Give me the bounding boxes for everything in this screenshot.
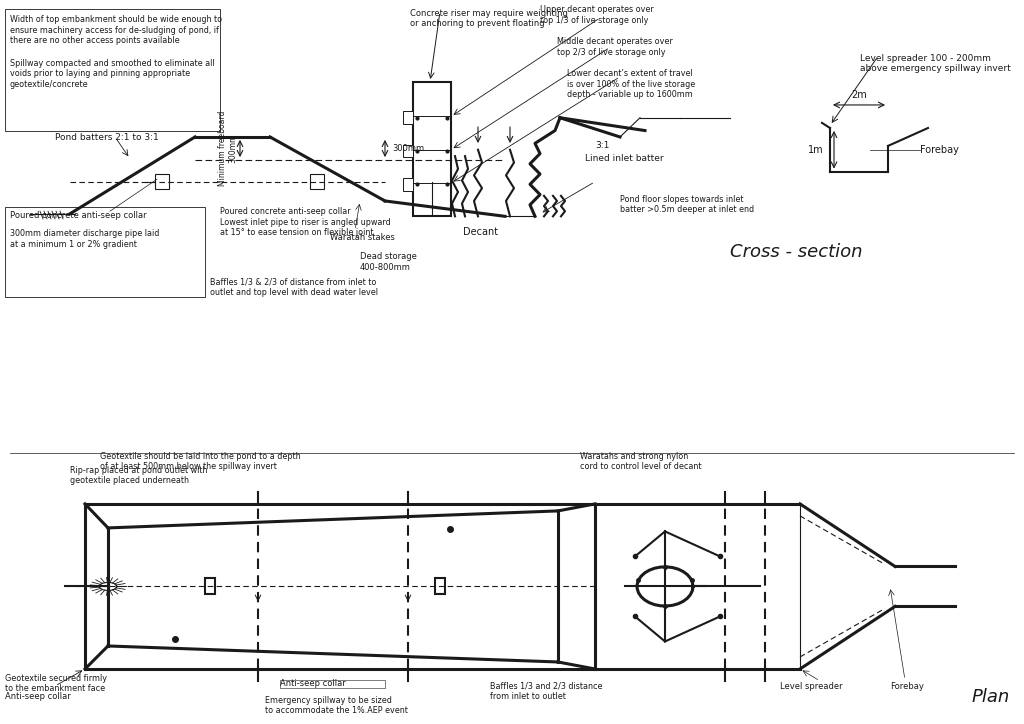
Bar	[413, 82, 451, 216]
Text: Pond batters 2:1 to 3:1: Pond batters 2:1 to 3:1	[55, 133, 159, 142]
Text: Cross - section: Cross - section	[730, 243, 862, 261]
Bar	[280, 680, 385, 688]
Text: Baffles 1/3 & 2/3 of distance from inlet to
outlet and top level with dead water: Baffles 1/3 & 2/3 of distance from inlet…	[210, 278, 378, 297]
Text: Geotextile secured firmly
to the embankment face: Geotextile secured firmly to the embankm…	[5, 674, 106, 694]
Text: Anti-seep collar: Anti-seep collar	[280, 679, 346, 688]
Bar	[435, 578, 445, 594]
Bar	[5, 9, 220, 130]
Text: Waratah stakes: Waratah stakes	[330, 233, 395, 242]
Bar	[403, 145, 413, 157]
Text: Emergency spillway to be sized
to accommodate the 1%.AEP event: Emergency spillway to be sized to accomm…	[265, 696, 408, 715]
Bar	[403, 178, 413, 190]
Text: Decant: Decant	[463, 227, 498, 237]
Bar	[403, 111, 413, 124]
Text: 300mm diameter discharge pipe laid
at a minimum 1 or 2% gradient: 300mm diameter discharge pipe laid at a …	[10, 229, 160, 248]
Text: Anti-seep collar: Anti-seep collar	[5, 692, 71, 701]
Text: Upper decant operates over
top 1/3 of live storage only: Upper decant operates over top 1/3 of li…	[540, 5, 653, 25]
Text: Width of top embankment should be wide enough to
ensure machinery access for de-: Width of top embankment should be wide e…	[10, 15, 222, 45]
Text: Level spreader: Level spreader	[780, 682, 843, 691]
Text: Plan: Plan	[972, 688, 1010, 706]
Text: Pond floor slopes towards inlet
batter >0.5m deeper at inlet end: Pond floor slopes towards inlet batter >…	[620, 195, 754, 214]
Bar	[205, 578, 215, 594]
Text: Level spreader 100 - 200mm
above emergency spillway invert: Level spreader 100 - 200mm above emergen…	[860, 54, 1011, 73]
Text: Geotextile should be laid into the pond to a depth
of at least 500mm below the s: Geotextile should be laid into the pond …	[100, 452, 301, 471]
Text: Waratahs and strong nylon
cord to control level of decant: Waratahs and strong nylon cord to contro…	[580, 452, 701, 471]
Text: Forebay: Forebay	[890, 682, 924, 691]
Text: Rip-rap placed at pond outlet with
geotextile placed underneath: Rip-rap placed at pond outlet with geote…	[70, 466, 208, 485]
Text: Lower decant’s extent of travel
is over 100% of the live storage
depth - variabl: Lower decant’s extent of travel is over …	[567, 69, 695, 99]
Text: Dead storage
400-800mm: Dead storage 400-800mm	[360, 252, 417, 272]
Text: Spillway compacted and smoothed to eliminate all
voids prior to laying and pinni: Spillway compacted and smoothed to elimi…	[10, 59, 215, 88]
Text: 3:1: 3:1	[595, 141, 609, 151]
Text: Concrete riser may require weighting
or anchoring to prevent floating: Concrete riser may require weighting or …	[410, 9, 568, 28]
Bar	[5, 207, 205, 297]
Text: Poured concrete anti-seep collar
Lowest inlet pipe to riser is angled upward
at : Poured concrete anti-seep collar Lowest …	[220, 207, 391, 237]
Text: Baffles 1/3 and 2/3 distance
from inlet to outlet: Baffles 1/3 and 2/3 distance from inlet …	[490, 682, 602, 702]
Bar	[155, 174, 169, 190]
Text: Middle decant operates over
top 2/3 of live storage only: Middle decant operates over top 2/3 of l…	[557, 37, 673, 56]
Bar	[310, 174, 324, 190]
Text: Poured concrete anti-seep collar: Poured concrete anti-seep collar	[10, 211, 146, 220]
Text: 1m: 1m	[808, 145, 824, 155]
Text: Minimum freeboard
300mm: Minimum freeboard 300mm	[218, 111, 238, 186]
Text: Lined inlet batter: Lined inlet batter	[585, 154, 664, 163]
Text: 2m: 2m	[851, 90, 867, 100]
Text: Forebay: Forebay	[920, 145, 958, 155]
Text: 300mm: 300mm	[392, 144, 424, 153]
